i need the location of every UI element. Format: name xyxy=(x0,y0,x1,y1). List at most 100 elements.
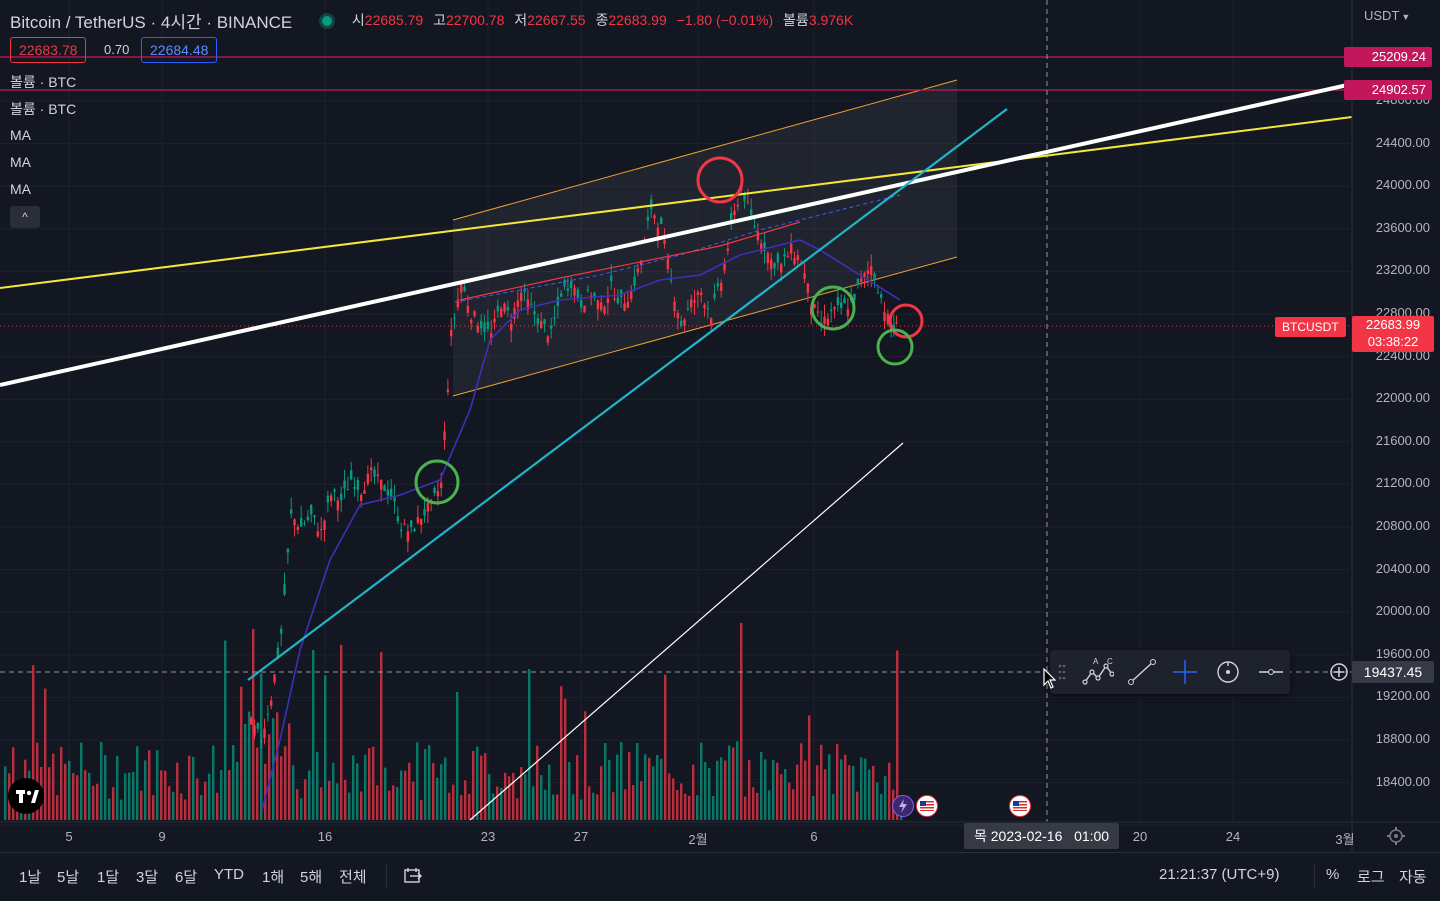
settings-gear-icon[interactable] xyxy=(1386,826,1406,846)
volume-bar xyxy=(188,755,191,820)
candle-body xyxy=(343,480,346,489)
range-button[interactable]: 1달 xyxy=(97,869,120,886)
candle-body xyxy=(416,517,420,523)
yellow-trend-line xyxy=(0,116,1353,289)
candle-body xyxy=(496,305,500,312)
percent-scale-button[interactable]: % xyxy=(1326,866,1340,883)
us-flag-event-icon[interactable] xyxy=(916,795,938,817)
volume-bar xyxy=(744,796,747,820)
us-flag-event-icon-2[interactable] xyxy=(1009,795,1031,817)
range-button[interactable]: YTD xyxy=(214,866,244,883)
candle-body xyxy=(346,489,350,491)
legend-volume-1[interactable]: 볼륨 · BTC xyxy=(10,74,77,90)
timezone-clock[interactable]: 21:21:37 (UTC+9) xyxy=(1159,866,1280,883)
volume-bar xyxy=(160,770,163,820)
add-alert-plus-icon[interactable] xyxy=(1328,661,1350,683)
trend-line-icon[interactable] xyxy=(1126,658,1158,686)
candle-body xyxy=(486,321,490,329)
candle-body xyxy=(783,254,786,257)
candle-body xyxy=(630,291,633,299)
candle-body xyxy=(256,723,260,729)
auto-scale-button[interactable]: 자동 xyxy=(1399,869,1427,886)
moving-average-line xyxy=(261,239,901,811)
range-button[interactable]: 5날 xyxy=(57,869,80,886)
candle-body xyxy=(430,499,433,501)
legend-ma-3[interactable]: MA xyxy=(10,181,31,197)
symbol-title[interactable]: Bitcoin / TetherUS · 4시간 · BINANCE xyxy=(10,13,293,32)
candle-body xyxy=(856,278,860,285)
lower-line-price-tag: 24902.57 xyxy=(1344,80,1432,100)
candle-body xyxy=(650,199,653,210)
legend-volume-2[interactable]: 볼륨 · BTC xyxy=(10,101,77,117)
range-button[interactable]: 전체 xyxy=(339,869,367,886)
crosshair-cursor-icon[interactable] xyxy=(1169,658,1201,686)
candle-body xyxy=(373,469,376,477)
candle-body xyxy=(813,304,816,308)
volume-bar xyxy=(532,786,535,820)
legend-collapse-button[interactable]: ^ xyxy=(10,206,40,228)
x-axis-tick: 3월 xyxy=(1335,832,1355,847)
teal-trend-line xyxy=(247,108,1008,681)
range-button[interactable]: 1해 xyxy=(262,869,285,886)
candle-body xyxy=(653,215,656,219)
volume-bar xyxy=(164,770,167,820)
candle-body xyxy=(266,713,270,715)
volume-bar xyxy=(208,773,211,820)
horizontal-ray-icon[interactable] xyxy=(1255,658,1287,686)
goto-date-icon[interactable] xyxy=(402,865,424,887)
drag-handle-icon[interactable] xyxy=(1058,664,1066,680)
volume-bar xyxy=(312,650,315,820)
sell-price-button[interactable]: 22683.78 xyxy=(10,37,87,63)
magnet-target-icon[interactable] xyxy=(1212,658,1244,686)
range-button[interactable]: 5해 xyxy=(300,869,323,886)
candle-body xyxy=(770,259,773,270)
range-button[interactable]: 6달 xyxy=(175,869,198,886)
tradingview-logo-icon[interactable] xyxy=(8,778,44,814)
red-circle-marker xyxy=(696,156,744,204)
volume-bar xyxy=(768,790,771,820)
currency-selector[interactable]: USDT ▼ xyxy=(1364,8,1410,23)
candle-body xyxy=(400,529,403,532)
volume-bar xyxy=(884,775,887,820)
legend-ma-2[interactable]: MA xyxy=(10,154,31,170)
lightning-event-icon[interactable] xyxy=(892,795,914,817)
volume-bar xyxy=(500,787,503,820)
candle-body xyxy=(336,500,340,511)
volume-bar xyxy=(396,787,399,820)
legend-ma-1[interactable]: MA xyxy=(10,127,31,143)
candle-body xyxy=(620,289,623,298)
moving-average-line-3 xyxy=(459,221,801,301)
volume-bar xyxy=(52,753,55,820)
volume-bar xyxy=(680,783,683,820)
volume-bar xyxy=(236,761,239,820)
low-value: 22667.55 xyxy=(527,12,586,28)
buy-price-button[interactable]: 22684.48 xyxy=(141,37,218,63)
volume-bar xyxy=(140,790,143,820)
x-axis-tick: 9 xyxy=(158,829,166,844)
currency-label: USDT xyxy=(1364,8,1400,23)
candle-body xyxy=(533,311,536,315)
volume-bar xyxy=(896,650,899,820)
volume-bar xyxy=(716,760,719,820)
candle-body xyxy=(263,728,266,739)
volume-bar xyxy=(176,762,179,820)
volume-bar xyxy=(408,762,411,820)
candle-body xyxy=(316,531,320,537)
range-button[interactable]: 3달 xyxy=(136,869,159,886)
candle-body xyxy=(546,336,550,343)
volume-bar xyxy=(32,665,35,820)
green-circle-marker xyxy=(414,459,460,505)
volume-bar xyxy=(304,779,307,820)
candle-body xyxy=(873,273,876,280)
y-axis-tick: 20800.00 xyxy=(1375,518,1430,533)
volume-bar xyxy=(4,766,7,820)
candle-body xyxy=(393,496,396,502)
volume-bar xyxy=(448,792,451,820)
candle-body xyxy=(293,519,296,526)
volume-bar xyxy=(212,745,215,820)
range-button[interactable]: 1날 xyxy=(19,869,42,886)
log-scale-button[interactable]: 로그 xyxy=(1357,869,1385,886)
